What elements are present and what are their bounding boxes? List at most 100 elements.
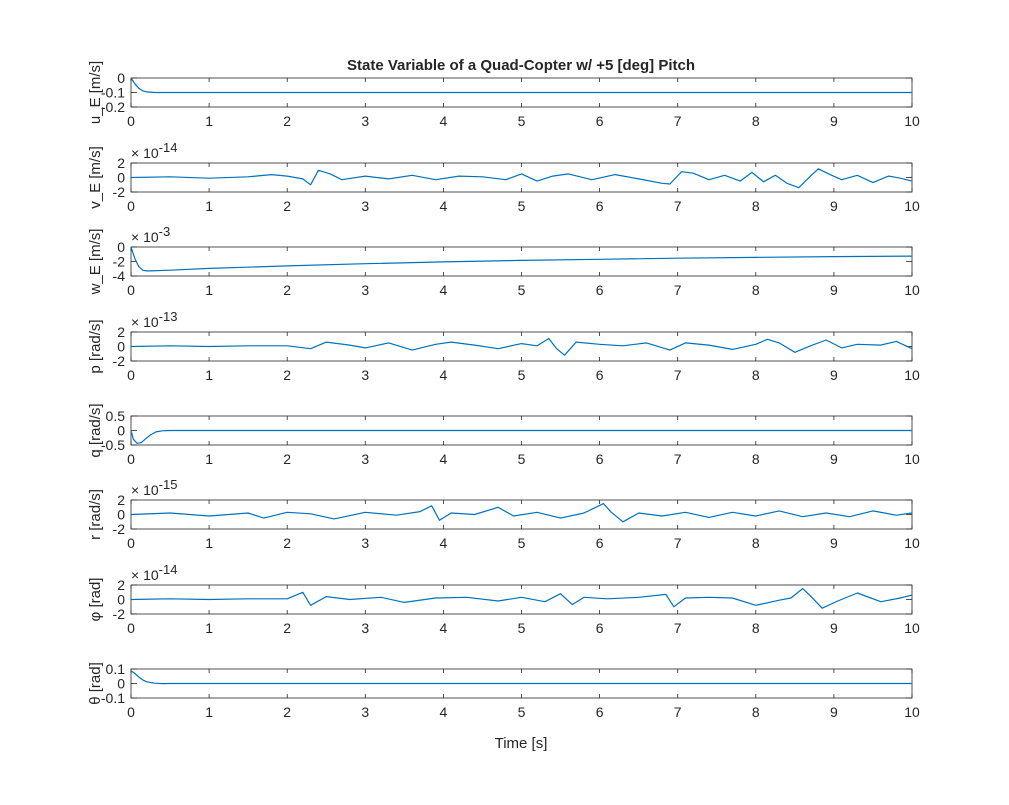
y-axis-label: w_E [m/s]	[87, 229, 104, 296]
x-tick-label: 1	[205, 113, 213, 129]
x-tick-label: 2	[283, 367, 291, 383]
y-tick-label: 0	[117, 170, 125, 186]
x-tick-label: 0	[127, 451, 135, 467]
y-exponent-value: -14	[159, 140, 178, 155]
x-tick-label: 6	[596, 113, 604, 129]
subplot-3: 0 1 2 3 4 5 6 7 8 9 10 0-2-4 × 10-3 w_E [m/s]	[87, 224, 920, 298]
x-tick-label: 6	[596, 451, 604, 467]
x-tick-label: 6	[596, 620, 604, 636]
x-tick-label: 0	[127, 620, 135, 636]
chart-title: State Variable of a Quad-Copter w/ +5 [d…	[347, 57, 695, 74]
x-tick-label: 8	[752, 367, 760, 383]
x-tick-label: 4	[440, 451, 448, 467]
x-tick-label: 5	[518, 367, 526, 383]
x-tick-label: 1	[205, 620, 213, 636]
x-tick-label: 2	[283, 451, 291, 467]
x-tick-label: 10	[904, 451, 920, 467]
x-tick-label: 7	[674, 198, 682, 214]
x-tick-label: 0	[127, 198, 135, 214]
x-tick-label: 3	[361, 451, 369, 467]
y-tick-label: 0	[117, 592, 125, 608]
y-exponent-value: -15	[159, 477, 178, 492]
x-tick-label: 9	[830, 451, 838, 467]
subplot-5: 0 1 2 3 4 5 6 7 8 9 100.50-0.5q [rad/s]	[87, 403, 920, 467]
x-tick-label: 1	[205, 704, 213, 720]
x-tick-label: 7	[674, 282, 682, 298]
x-tick-label: 10	[904, 367, 920, 383]
x-tick-label: 4	[440, 704, 448, 720]
y-tick-label: 2	[117, 324, 125, 340]
x-tick-label: 8	[752, 113, 760, 129]
subplot-1: 0 1 2 3 4 5 6 7 8 9 10 0-0.1-0.2u_E [m/s]	[87, 61, 920, 129]
x-tick-label: 0	[127, 113, 135, 129]
x-tick-label: 9	[830, 198, 838, 214]
series-line	[130, 670, 912, 685]
x-tick-label: 4	[440, 535, 448, 551]
y-axis-label: φ [rad]	[87, 578, 104, 622]
y-tick-label: -0.1	[101, 690, 125, 706]
x-tick-label: 6	[596, 535, 604, 551]
x-tick-label: 6	[596, 198, 604, 214]
x-tick-label: 8	[752, 620, 760, 636]
y-tick-label: 0	[117, 423, 125, 439]
x-tick-label: 7	[674, 367, 682, 383]
series-line	[130, 429, 912, 444]
y-exponent-value: -14	[159, 562, 178, 577]
x-tick-label: 8	[752, 535, 760, 551]
x-tick-label: 4	[440, 620, 448, 636]
x-tick-label: 5	[518, 620, 526, 636]
x-tick-label: 5	[518, 113, 526, 129]
y-exponent-label: × 10-14	[131, 562, 177, 583]
y-tick-label: -0.1	[101, 85, 125, 101]
x-tick-label: 2	[283, 198, 291, 214]
x-tick-label: 1	[205, 535, 213, 551]
x-tick-label: 3	[361, 704, 369, 720]
x-tick-label: 8	[752, 198, 760, 214]
x-tick-label: 6	[596, 367, 604, 383]
x-tick-label: 5	[518, 704, 526, 720]
subplot-8: 0 1 2 3 4 5 6 7 8 9 100.10-0.1θ [rad]	[87, 661, 920, 720]
y-tick-label: 0.5	[106, 408, 126, 424]
x-tick-label: 7	[674, 451, 682, 467]
x-tick-label: 2	[283, 620, 291, 636]
x-tick-label: 8	[752, 282, 760, 298]
axes-box	[130, 584, 913, 615]
x-tick-label: 10	[904, 535, 920, 551]
y-axis-label: p [rad/s]	[87, 319, 104, 373]
y-exponent-label: × 10-3	[131, 224, 170, 245]
y-tick-label: -2	[113, 353, 126, 369]
x-tick-label: 3	[361, 282, 369, 298]
y-tick-label: -0.2	[101, 99, 125, 115]
x-tick-label: 0	[127, 704, 135, 720]
x-tick-label: 4	[440, 113, 448, 129]
x-tick-label: 9	[830, 113, 838, 129]
x-tick-label: 3	[361, 535, 369, 551]
x-tick-label: 8	[752, 451, 760, 467]
y-tick-label: 0	[117, 676, 125, 692]
series-line	[130, 587, 913, 609]
x-tick-label: 7	[674, 535, 682, 551]
y-tick-label: 2	[117, 155, 125, 171]
y-exponent-label: × 10-15	[131, 477, 177, 498]
series-line	[130, 337, 913, 356]
x-tick-label: 7	[674, 113, 682, 129]
x-tick-label: 3	[361, 113, 369, 129]
y-axis-label: q [rad/s]	[87, 403, 104, 457]
x-tick-label: 1	[205, 451, 213, 467]
x-tick-label: 8	[752, 704, 760, 720]
x-tick-label: 2	[283, 113, 291, 129]
x-tick-label: 10	[904, 704, 920, 720]
y-exponent-value: -13	[159, 309, 178, 324]
x-tick-label: 1	[205, 198, 213, 214]
x-tick-label: 1	[205, 282, 213, 298]
y-exponent-value: -3	[159, 224, 171, 239]
axes-box	[130, 162, 913, 193]
y-axis-label: v_E [m/s]	[87, 146, 104, 209]
x-tick-label: 9	[830, 535, 838, 551]
y-axis-label: r [rad/s]	[87, 489, 104, 540]
x-tick-label: 9	[830, 704, 838, 720]
y-tick-label: -2	[113, 254, 126, 270]
